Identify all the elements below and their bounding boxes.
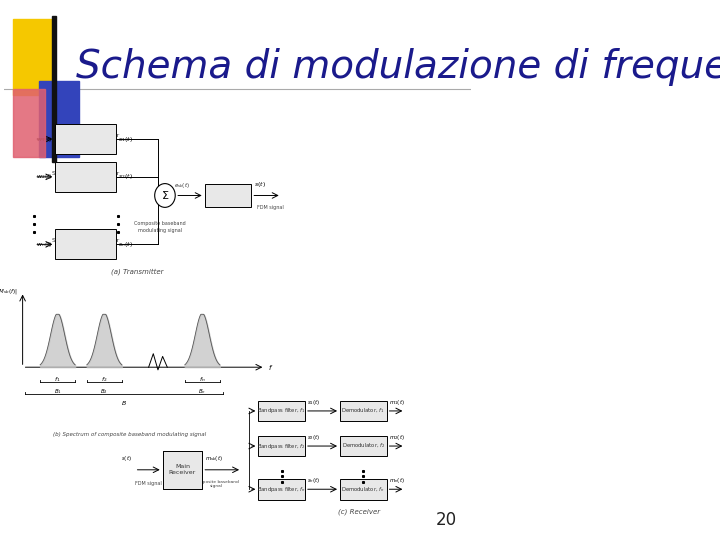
Text: $B_1$: $B_1$ [54,387,62,395]
Text: $f_n$: $f_n$ [83,246,89,255]
Text: FDM signal: FDM signal [256,205,284,210]
FancyBboxPatch shape [163,451,202,489]
Text: (c) Receiver: (c) Receiver [338,509,379,515]
Text: Subcarrier modulator: Subcarrier modulator [52,133,120,138]
Text: Schema di modulazione di frequenza: Schema di modulazione di frequenza [76,49,720,86]
FancyBboxPatch shape [340,401,387,421]
Text: Main
Receiver: Main Receiver [168,464,196,475]
Text: $f_2$: $f_2$ [83,178,89,187]
Text: $e_{sb}(t)$: $e_{sb}(t)$ [174,181,190,190]
Text: $s(t)$: $s(t)$ [122,454,132,463]
Text: $m_{sb}(t)$: $m_{sb}(t)$ [204,454,222,463]
Text: $w_1(t)$: $w_1(t)$ [36,134,53,144]
Bar [13,89,45,157]
Text: modulating signal: modulating signal [138,228,182,233]
Text: $f_1$: $f_1$ [83,140,89,150]
Text: $B_2$: $B_2$ [100,387,108,395]
Bar [52,16,55,162]
Text: Composite baseband
signal: Composite baseband signal [194,480,239,488]
Text: Subcarrier modulator: Subcarrier modulator [52,171,120,176]
Text: $m_1(t)$: $m_1(t)$ [389,397,405,407]
Circle shape [155,184,175,207]
Text: Bandpass filter, $f_1$: Bandpass filter, $f_1$ [257,407,306,415]
FancyBboxPatch shape [258,436,305,456]
Text: $s_2(t)$: $s_2(t)$ [118,172,133,181]
Bar [39,81,78,157]
Text: $\Sigma$: $\Sigma$ [161,190,169,201]
Text: $B$: $B$ [121,399,127,407]
Text: Bandpass filter, $f_2$: Bandpass filter, $f_2$ [257,442,306,450]
Text: Demodulator, $f_n$: Demodulator, $f_n$ [341,485,385,494]
Text: $m_2(t)$: $m_2(t)$ [389,433,405,442]
Text: $f_1$: $f_1$ [54,375,61,384]
Text: $f_2$: $f_2$ [101,375,107,384]
Text: Transmitter: Transmitter [210,190,246,195]
Text: $w_n(t)$: $w_n(t)$ [36,240,53,249]
FancyBboxPatch shape [258,479,305,500]
Text: $s_1(t)$: $s_1(t)$ [307,397,320,407]
Text: $f_c$: $f_c$ [225,196,231,205]
Text: (a) Transmitter: (a) Transmitter [111,268,163,275]
FancyBboxPatch shape [55,230,116,259]
Text: Composite baseband: Composite baseband [135,221,186,226]
FancyBboxPatch shape [163,451,202,489]
Text: (b) Spectrum of composite baseband modulating signal: (b) Spectrum of composite baseband modul… [53,432,207,437]
Text: $f$: $f$ [268,363,273,372]
Text: Main
Receiver: Main Receiver [168,464,196,475]
Text: $s_1(t)$: $s_1(t)$ [118,134,133,144]
FancyBboxPatch shape [204,184,251,207]
Text: $s(t)$: $s(t)$ [253,180,266,189]
Text: Main
Receiver: Main Receiver [168,464,196,475]
FancyBboxPatch shape [55,162,116,192]
Text: Subcarrier modulator: Subcarrier modulator [52,238,120,244]
FancyBboxPatch shape [340,479,387,500]
Text: $|M_{sb}(f)|$: $|M_{sb}(f)|$ [0,287,18,296]
FancyBboxPatch shape [258,401,305,421]
Text: Bandpass filter, $f_n$: Bandpass filter, $f_n$ [257,485,306,494]
Text: Demodulator, $f_1$: Demodulator, $f_1$ [341,407,385,415]
Text: $w_2(t)$: $w_2(t)$ [36,172,53,181]
Text: $s_n(t)$: $s_n(t)$ [118,240,133,249]
Text: Demodulator, $f_2$: Demodulator, $f_2$ [341,442,385,450]
FancyBboxPatch shape [55,124,116,154]
FancyBboxPatch shape [340,436,387,456]
Text: $s_n(t)$: $s_n(t)$ [307,476,320,485]
Bar [13,19,53,94]
Text: $s_2(t)$: $s_2(t)$ [307,433,320,442]
Text: $f_n$: $f_n$ [199,375,206,384]
Text: FDM signal: FDM signal [135,481,162,485]
Text: $m_n(t)$: $m_n(t)$ [389,476,405,485]
Text: $B_n$: $B_n$ [198,387,206,395]
Text: 20: 20 [436,511,456,529]
